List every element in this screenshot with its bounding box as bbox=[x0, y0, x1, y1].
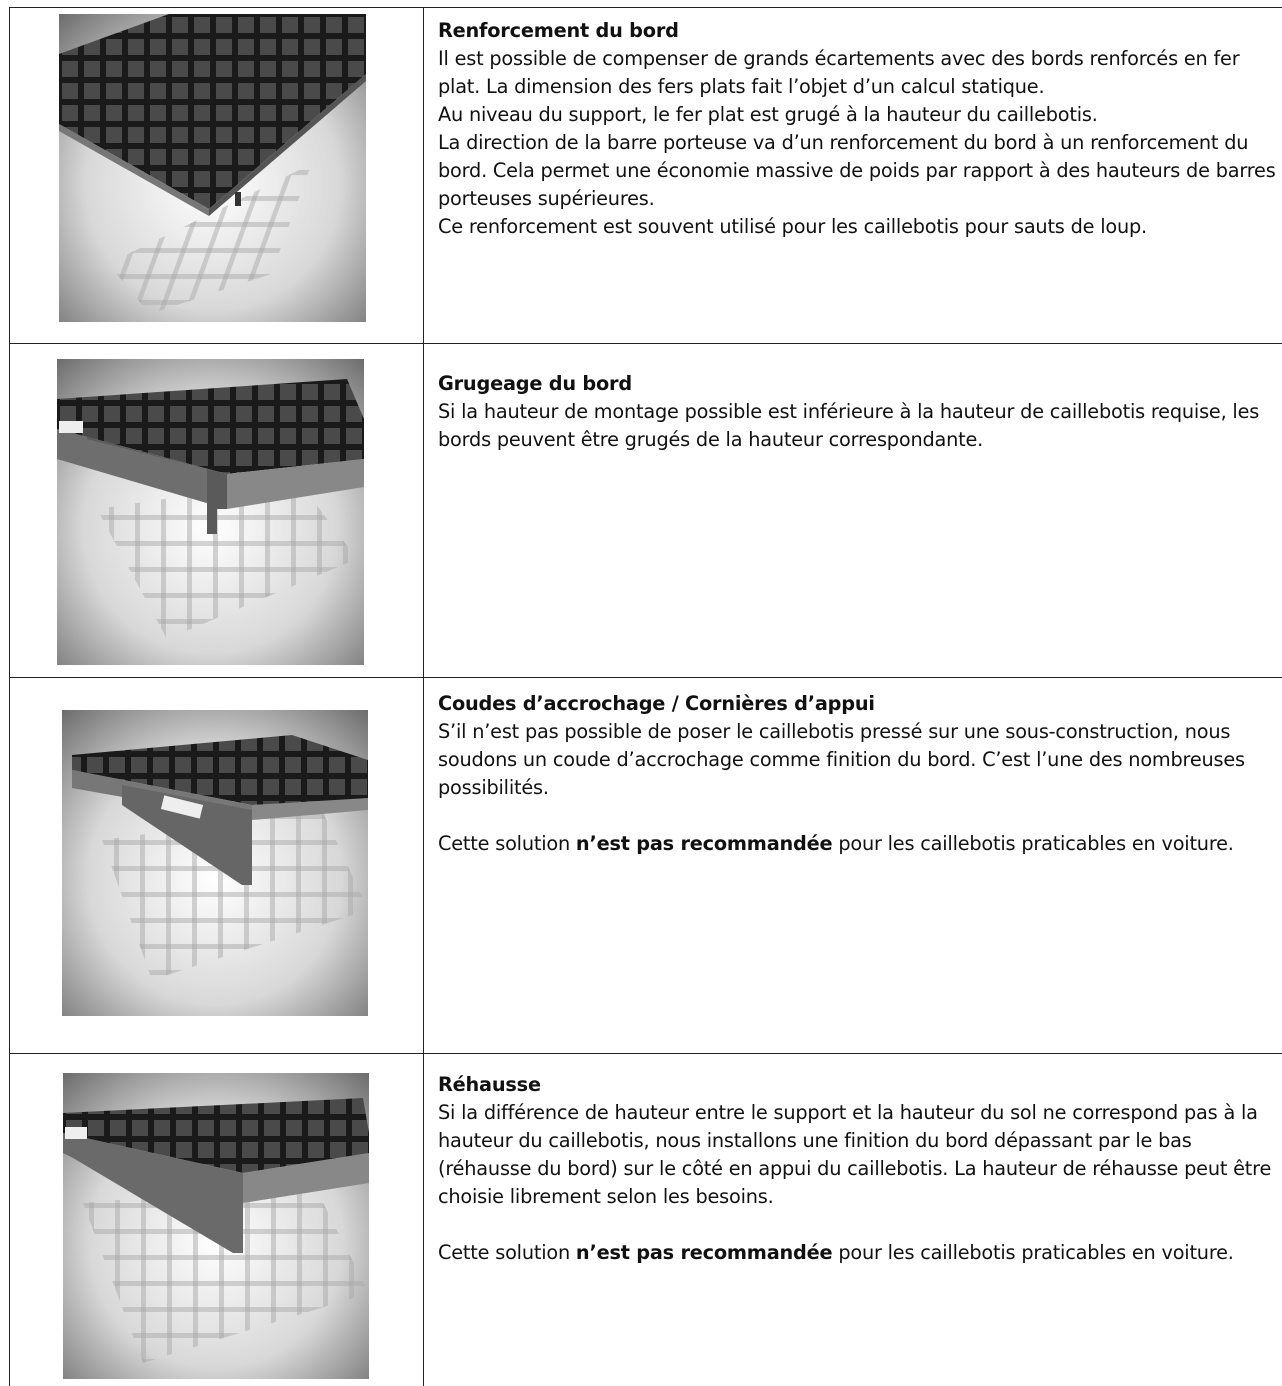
text-run: S’il n’est pas possible de poser le cail… bbox=[438, 720, 1245, 799]
text-run: Si la différence de hauteur entre le sup… bbox=[438, 1101, 1272, 1208]
text-run: pour les caillebotis praticables en voit… bbox=[832, 1241, 1234, 1264]
section-title: Réhausse bbox=[438, 1073, 541, 1096]
paragraph: Si la différence de hauteur entre le sup… bbox=[438, 1099, 1282, 1211]
paragraph: Cette solution n’est pas recommandée pou… bbox=[438, 830, 1282, 858]
emphasis: n’est pas recommandée bbox=[575, 1241, 833, 1264]
table-row: Réhausse Si la différence de hauteur entr… bbox=[9, 1053, 1282, 1386]
paragraph: Au niveau du support, le fer plat est gr… bbox=[438, 101, 1282, 129]
text-cell: Renforcement du bord Il est possible de c… bbox=[438, 8, 1282, 241]
text-run: Il est possible de compenser de grands é… bbox=[438, 47, 1240, 98]
image-cell bbox=[9, 1054, 424, 1386]
image-cell bbox=[9, 344, 424, 677]
paragraph: Il est possible de compenser de grands é… bbox=[438, 45, 1282, 101]
text-run: pour les caillebotis praticables en voit… bbox=[832, 832, 1234, 855]
text-cell: Coudes d’accrochage / Cornières d’appui S… bbox=[438, 678, 1282, 858]
paragraph: Cette solution n’est pas recommandée pou… bbox=[438, 1239, 1282, 1267]
paragraph: Ce renforcement est souvent utilisé pour… bbox=[438, 213, 1282, 241]
product-image bbox=[59, 14, 366, 322]
table-row: Coudes d’accrochage / Cornières d’appui S… bbox=[9, 677, 1282, 1053]
table-row: Renforcement du bord Il est possible de c… bbox=[9, 7, 1282, 343]
section-title: Renforcement du bord bbox=[438, 19, 679, 42]
text-run: La direction de la barre porteuse va d’u… bbox=[438, 131, 1276, 210]
product-image bbox=[62, 710, 368, 1016]
product-image bbox=[57, 359, 364, 665]
text-cell: Grugeage du bord Si la hauteur de montage… bbox=[438, 344, 1282, 454]
paragraph: S’il n’est pas possible de poser le cail… bbox=[438, 718, 1282, 802]
paragraph: La direction de la barre porteuse va d’u… bbox=[438, 129, 1282, 213]
image-cell bbox=[9, 678, 424, 1053]
text-run: Au niveau du support, le fer plat est gr… bbox=[438, 103, 1098, 126]
section-title: Coudes d’accrochage / Cornières d’appui bbox=[438, 692, 875, 715]
text-cell: Réhausse Si la différence de hauteur entr… bbox=[438, 1054, 1282, 1267]
image-cell bbox=[9, 8, 424, 343]
table-row: Grugeage du bord Si la hauteur de montage… bbox=[9, 343, 1282, 677]
document: Renforcement du bord Il est possible de c… bbox=[9, 7, 1282, 1386]
text-run: Cette solution bbox=[438, 1241, 576, 1264]
emphasis: n’est pas recommandée bbox=[575, 832, 833, 855]
text-run: Ce renforcement est souvent utilisé pour… bbox=[438, 215, 1147, 238]
section-title: Grugeage du bord bbox=[438, 372, 632, 395]
text-run: Cette solution bbox=[438, 832, 576, 855]
text-run: Si la hauteur de montage possible est in… bbox=[438, 400, 1260, 451]
paragraph: Si la hauteur de montage possible est in… bbox=[438, 398, 1282, 454]
product-image bbox=[63, 1073, 369, 1379]
